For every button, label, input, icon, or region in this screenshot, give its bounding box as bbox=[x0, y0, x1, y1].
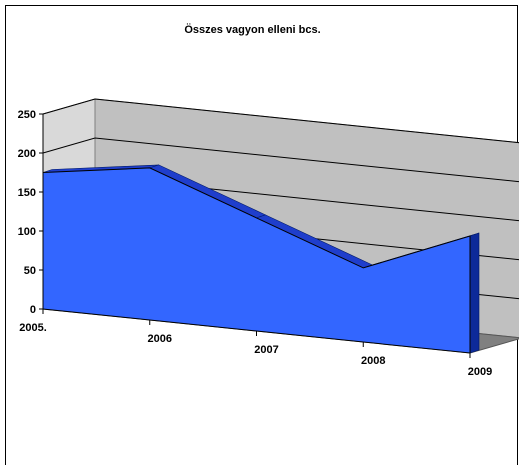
x-tick-label: 2007 bbox=[254, 344, 278, 356]
y-tick-label: 50 bbox=[24, 265, 36, 277]
y-tick-label: 100 bbox=[18, 226, 36, 238]
x-tick-label: 2005. bbox=[19, 322, 47, 334]
y-tick-label: 200 bbox=[18, 148, 36, 160]
area-chart-3d: 0 50 100 150 200 250 2005. 2006 2007 2008 2009 bbox=[0, 0, 519, 454]
x-tick-label: 2006 bbox=[148, 333, 172, 345]
y-tick-label: 250 bbox=[18, 109, 36, 121]
area-side-face bbox=[470, 233, 479, 353]
y-tick-label: 150 bbox=[18, 187, 36, 199]
y-tick-label: 0 bbox=[30, 304, 36, 316]
x-tick-label: 2008 bbox=[361, 355, 385, 367]
x-tick-label: 2009 bbox=[468, 366, 492, 378]
